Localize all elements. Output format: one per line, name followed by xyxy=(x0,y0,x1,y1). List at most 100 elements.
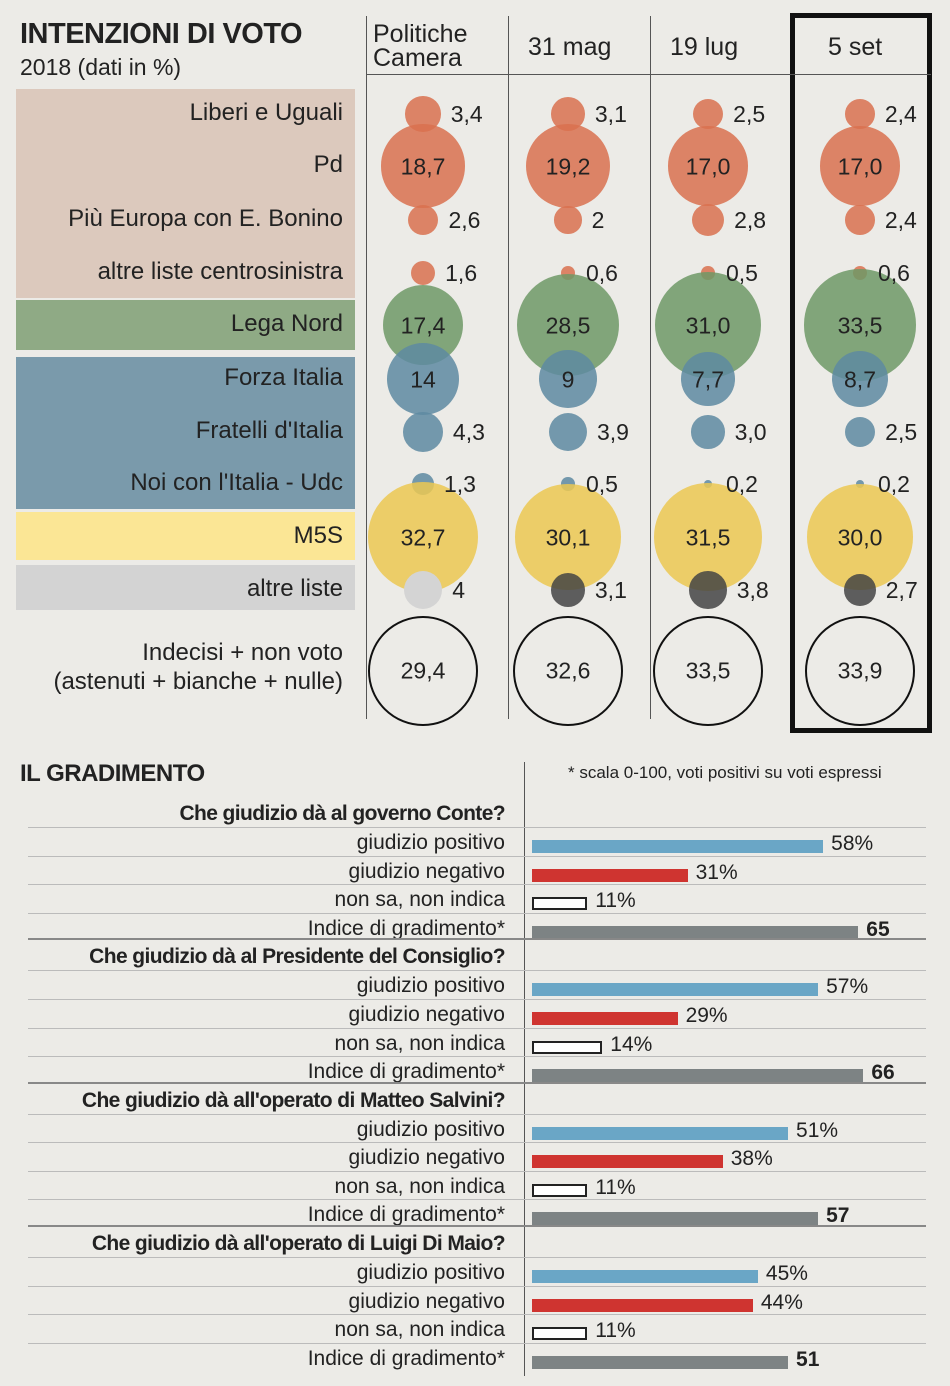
party-label-altre-liste: altre liste xyxy=(246,575,343,602)
block-altre xyxy=(16,565,355,610)
bar-value: 11% xyxy=(595,1319,636,1343)
undecided-value: 33,9 xyxy=(837,657,883,684)
value-label: 9 xyxy=(561,366,575,393)
row-label: giudizio negativo xyxy=(348,1002,505,1026)
party-label-pi-europa-con-e-bonino: Più Europa con E. Bonino xyxy=(68,205,343,232)
row-label: Indice di gradimento* xyxy=(307,1203,505,1227)
bubble-pd xyxy=(525,123,611,209)
row-separator xyxy=(28,1256,926,1258)
bubble-noi-con-l-italia-udc xyxy=(855,479,865,489)
undecided-ring xyxy=(805,616,915,726)
bubble-m5s xyxy=(515,484,621,590)
value-label: 3,0 xyxy=(734,419,767,445)
value-label: 2,4 xyxy=(884,207,917,233)
row-label: non sa, non indica xyxy=(334,1318,505,1342)
approval-section-title: IL GRADIMENTO xyxy=(20,760,205,787)
row-separator xyxy=(28,855,926,857)
row-separator xyxy=(28,1170,926,1172)
value-label: 0,6 xyxy=(878,260,910,286)
row-label: giudizio positivo xyxy=(356,1260,505,1284)
row-separator xyxy=(28,1199,926,1201)
value-label: 0,2 xyxy=(878,471,910,497)
bubble-m5s xyxy=(807,484,913,590)
column-divider xyxy=(508,16,509,719)
block-centrodestra xyxy=(16,357,355,509)
value-label: 1,3 xyxy=(443,471,476,497)
value-label: 3,9 xyxy=(596,419,629,445)
value-label: 2,5 xyxy=(733,101,766,127)
value-label: 17,0 xyxy=(837,153,883,180)
bar-pos xyxy=(532,1269,758,1283)
bubble-altre-liste xyxy=(551,573,585,607)
question-2: Che giudizio dà al Presidente del Consig… xyxy=(89,945,505,969)
row-label: giudizio negativo xyxy=(348,1146,505,1170)
bar-ns xyxy=(532,1040,603,1054)
bubble-pd xyxy=(668,126,748,206)
approval-scale-note: * scala 0-100, voti positivi su voti esp… xyxy=(568,763,882,782)
row-separator xyxy=(28,884,926,886)
bubble-forza-italia xyxy=(681,352,735,406)
bar-value: 51% xyxy=(796,1118,839,1142)
bubble-pi-europa-con-e-bonino xyxy=(845,205,875,235)
bar-value: 57 xyxy=(826,1204,850,1228)
row-separator xyxy=(28,1142,926,1144)
chart-subtitle: 2018 (dati in %) xyxy=(20,54,182,80)
row-label: Indice di gradimento* xyxy=(307,916,505,940)
bubble-liberi-e-uguali xyxy=(845,99,875,129)
row-label: giudizio positivo xyxy=(356,1117,505,1141)
row-separator xyxy=(28,1113,926,1115)
value-label: 3,1 xyxy=(594,101,627,127)
bubble-forza-italia xyxy=(387,343,459,415)
bubble-fratelli-d-italia xyxy=(691,415,725,449)
undecided-ring xyxy=(653,616,763,726)
value-label: 31,0 xyxy=(685,312,731,339)
column-divider xyxy=(650,16,651,719)
bar-idx xyxy=(532,1069,864,1083)
bar-idx xyxy=(532,1212,819,1226)
bar-ns xyxy=(532,1183,588,1197)
undecided-ring xyxy=(368,616,478,726)
chart-title: INTENZIONI DI VOTO xyxy=(20,18,303,50)
bubble-pd xyxy=(381,124,465,208)
bar-value: 57% xyxy=(826,975,869,999)
bar-value: 45% xyxy=(765,1261,808,1285)
value-label: 2,7 xyxy=(885,577,918,603)
row-separator xyxy=(28,1056,926,1058)
bar-ns xyxy=(532,1327,588,1341)
bar-neg xyxy=(532,1298,753,1312)
undecided-value: 33,5 xyxy=(685,657,731,684)
block-lega xyxy=(16,300,355,350)
value-label: 30,0 xyxy=(837,524,883,551)
question-separator xyxy=(28,938,926,941)
question-separator xyxy=(28,1224,926,1227)
value-label: 2,4 xyxy=(884,101,917,127)
bar-value: 65 xyxy=(866,917,890,941)
value-label: 2,5 xyxy=(885,419,918,445)
row-label: Indice di gradimento* xyxy=(307,1346,505,1370)
party-label-noi-con-l-italia-udc: Noi con l'Italia - Udc xyxy=(130,469,343,496)
row-label: giudizio positivo xyxy=(356,974,505,998)
bar-pos xyxy=(532,983,819,997)
bubble-fratelli-d-italia xyxy=(844,416,876,448)
bar-value: 11% xyxy=(595,889,636,913)
column-header-19-lug: 19 lug xyxy=(670,33,739,61)
column-header-5-set: 5 set xyxy=(828,33,883,61)
bar-value: 51 xyxy=(796,1347,820,1371)
value-label: 4 xyxy=(452,577,465,603)
value-label: 3,1 xyxy=(594,577,627,603)
bar-value: 29% xyxy=(685,1003,728,1027)
question-1: Che giudizio dà al governo Conte? xyxy=(179,802,505,825)
row-separator xyxy=(28,827,926,828)
party-label-m5s: M5S xyxy=(293,522,343,549)
bar-idx xyxy=(532,925,859,939)
value-label: 31,5 xyxy=(685,524,731,551)
block-centrosinistra xyxy=(16,89,355,298)
question-3: Che giudizio dà all'operato di Matteo Sa… xyxy=(81,1088,506,1112)
value-label: 8,7 xyxy=(844,366,876,393)
bubble-fratelli-d-italia xyxy=(549,413,587,451)
bubble-pi-europa-con-e-bonino xyxy=(691,203,725,237)
party-label-lega-nord: Lega Nord xyxy=(230,310,343,337)
bar-neg xyxy=(532,1155,723,1169)
bubble-altre-liste-centrosinistra xyxy=(410,260,436,286)
undecided-value: 32,6 xyxy=(545,657,591,684)
